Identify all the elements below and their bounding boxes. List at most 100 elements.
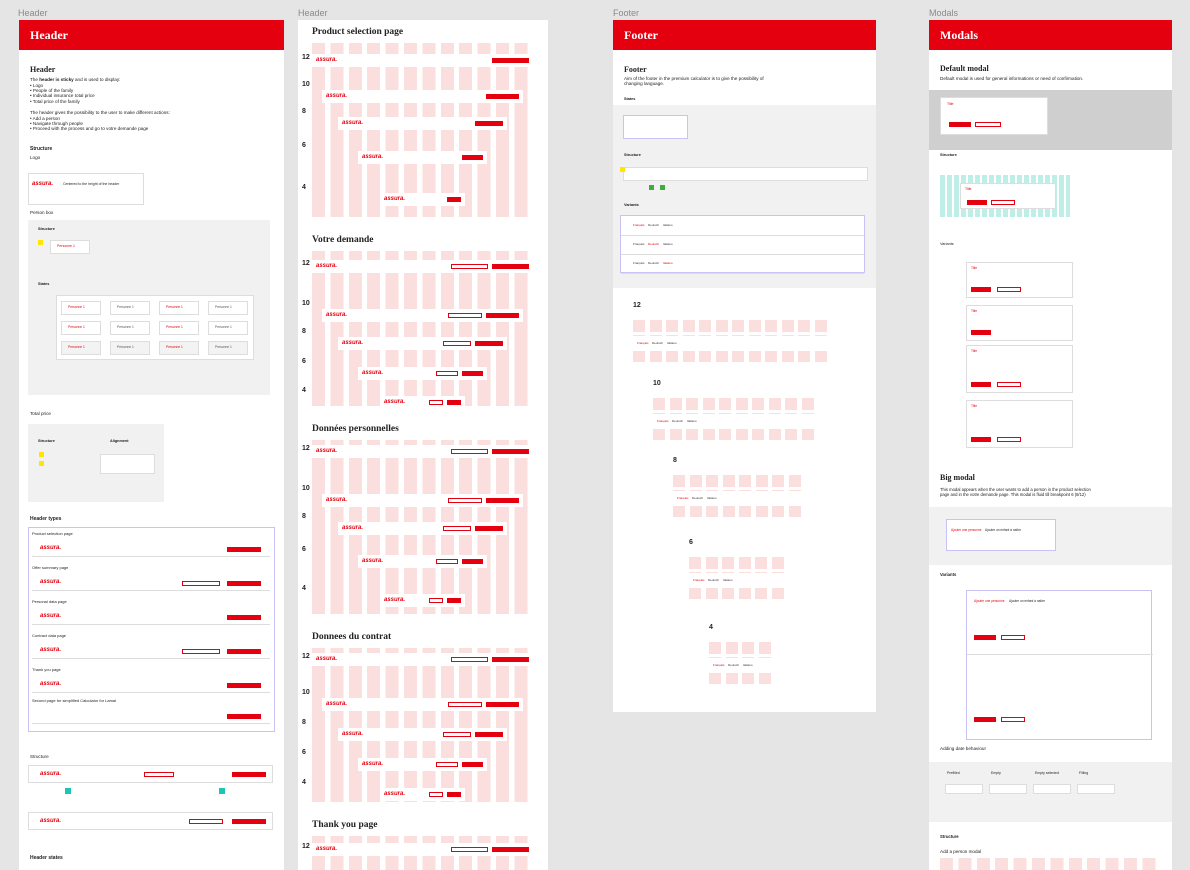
tab: Ajouter une personne [974,599,1005,603]
list-item: • Individual insurance total price [30,93,95,99]
modals-frame: Modals Default modal Default modal is us… [929,20,1172,870]
header-bar: assura. [338,117,507,130]
modal: Title [966,400,1073,448]
grid-cell [739,505,751,517]
list-item: • People of the family [30,87,74,93]
grid-cell [719,428,731,440]
button [227,581,261,586]
person-name: Personne 1 [57,244,75,248]
frame-label: Header [18,8,48,18]
grid-cell [722,587,734,599]
divider [621,235,864,236]
text: Add a person modal [940,849,982,854]
logo: assura. [316,656,338,662]
subtitle: States [624,97,636,101]
logo: assura. [384,196,406,202]
button [189,819,223,824]
grid-columns [940,858,1160,870]
grid-cell [758,672,771,684]
header-bar: assura. [358,151,487,164]
person-name: Personne 1 [215,305,232,309]
breakpoint: 10 [302,81,310,88]
button [227,714,261,719]
text: Aim of the footer in the premium calcula… [624,76,764,87]
button [474,526,503,531]
button [436,559,458,564]
date-input [945,784,983,794]
breakpoint: 8 [302,719,306,726]
text: Logo [30,155,41,160]
grid-cell [752,428,764,440]
grid-cell [738,557,751,569]
grid-cell [633,350,645,362]
footer-bar: Français Deutsch Italiano [681,573,792,588]
footer-bar: Français Deutsch Italiano [701,658,779,673]
header-frame: Header Header The header is sticky and i… [19,20,284,870]
logo-box: assura. Centered to the height of the he… [28,173,144,205]
person-name: Personne 1 [117,325,134,329]
banner: Footer [613,20,876,50]
header-bar: assura. [380,594,465,607]
breakpoint: 8 [302,108,306,115]
layouts-frame: Product selection page 12 assura. 10 assura.… [298,20,548,870]
grid-cell [689,505,702,517]
person-card: Personne 1 [159,301,199,315]
divider [967,654,1153,655]
breakpoint: 6 [302,358,306,365]
person-box-area: Structure Personne 1 States Personne 1 Pe… [28,220,270,395]
language: Italiano [667,341,677,345]
grid-cell [649,320,662,332]
button [997,437,1021,442]
logo: assura. [384,597,406,603]
sticky-note [39,452,44,457]
list-item: • Navigate through people [30,120,83,126]
button [428,792,443,797]
page-title: Header [30,65,56,74]
total-price-area: Structure Alignment [28,424,164,502]
person-card: Personne 1 [50,240,90,254]
button [971,382,991,387]
logo: assura. [40,647,62,653]
text: Variants [940,242,954,246]
text: This modal appears when the user wants t… [940,487,1091,498]
person-card: Personne 1 [110,341,150,355]
grid-cell [669,398,682,410]
marker [219,788,225,794]
subtitle: Structure [38,439,55,443]
button [227,615,261,620]
button [442,526,471,531]
date-area: Prefilled Empty Empty selected Filling [929,762,1172,822]
breakpoint: 12 [633,302,641,309]
header-bar: assura. [32,643,270,659]
header-bar: assura. [338,728,507,741]
person-name: Personne 1 [166,305,183,309]
grid-cell [722,475,735,487]
header-bar: assura. [338,337,507,350]
button [227,683,261,688]
logo: assura. [40,613,62,619]
logo: assura. [40,545,62,551]
modal-title: Title [971,349,978,353]
grid-cell [653,398,665,410]
grid-cell [768,428,781,440]
marker [660,185,665,190]
button [461,762,483,767]
button [448,702,482,707]
grid-cell [686,398,698,410]
logo: assura. [40,818,62,824]
list-item: • Logo [30,82,44,88]
header-bar: assura. [32,677,270,693]
button [997,382,1021,387]
state-label: Empty selected [1035,771,1059,775]
type-label: Contract data page [32,633,67,638]
button [971,437,991,442]
button [485,94,519,99]
variants-list: Title Title Title Title [966,262,1073,452]
tabs-box: Ajouter une personne Ajouter un enfant à … [946,519,1056,551]
button [182,649,220,654]
grid-columns [312,648,533,802]
button [1001,717,1025,722]
button [227,649,261,654]
button [474,732,503,737]
language: Deutsch [672,419,684,423]
